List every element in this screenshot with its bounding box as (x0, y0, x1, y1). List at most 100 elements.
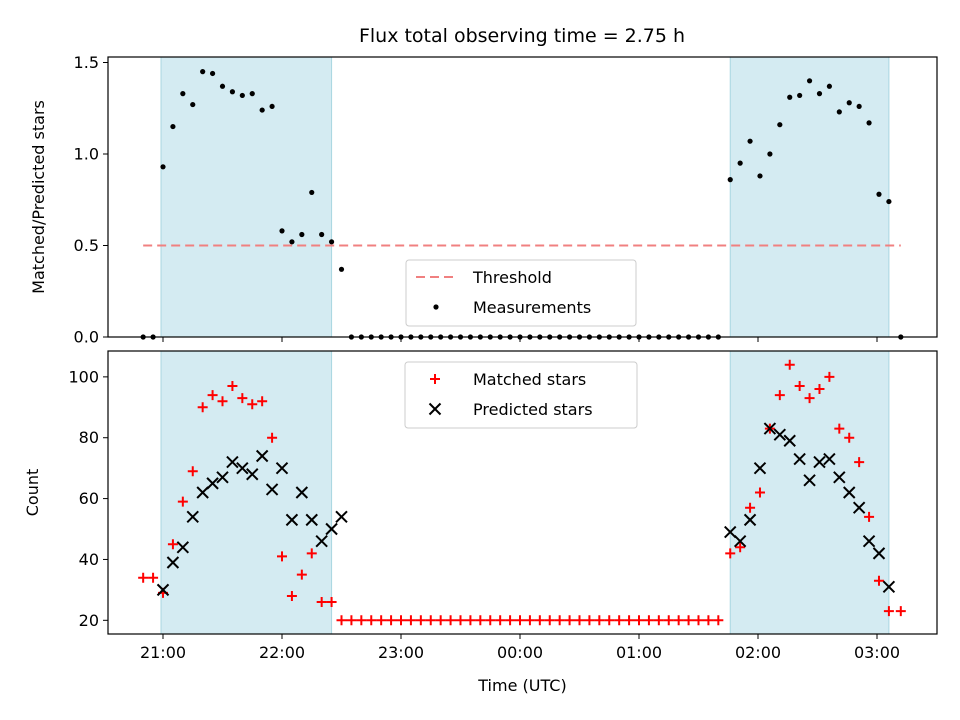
matched-star-point (604, 615, 615, 626)
measurement-point (190, 101, 196, 108)
matched-star-point (584, 615, 595, 626)
predicted-star-point (743, 513, 757, 527)
measurement-point (767, 151, 773, 157)
matched-star-point (794, 380, 805, 391)
matched-star-point (864, 511, 875, 522)
matched-star-point (405, 615, 416, 626)
measurement-point (259, 107, 265, 113)
predicted-star-point (793, 452, 806, 466)
y-tick-label: 40 (79, 550, 99, 569)
matched-star-point (356, 615, 367, 626)
matched-star-point (346, 615, 357, 626)
matched-star-point (854, 457, 865, 468)
matched-star-point (396, 615, 406, 626)
predicted-star-point (803, 474, 816, 487)
predicted-star-point (295, 486, 309, 499)
x-tick-label: 22:00 (259, 643, 305, 662)
matched-star-point (257, 396, 268, 407)
predicted-star-point (813, 455, 826, 469)
matched-star-point (505, 615, 516, 626)
predicted-star-point (265, 483, 279, 496)
predicted-star-point (862, 534, 876, 548)
legend-measurements-label: Measurements (473, 298, 591, 317)
predicted-star-point (226, 455, 239, 469)
matched-star-point (267, 432, 278, 443)
measurement-point (219, 83, 226, 89)
matched-star-point (495, 615, 506, 626)
matched-star-point (594, 615, 605, 626)
measurement-point (200, 69, 206, 75)
matched-star-point (277, 551, 287, 562)
predicted-star-point (246, 468, 259, 481)
predicted-star-point (325, 522, 338, 536)
x-tick-label: 02:00 (735, 643, 781, 662)
matched-star-point (614, 615, 625, 626)
predicted-star-point (763, 422, 777, 435)
matched-star-point (824, 371, 835, 382)
matched-star-point (336, 615, 347, 626)
predicted-star-point (176, 541, 190, 554)
legend-threshold-label: Threshold (472, 268, 552, 287)
predicted-star-point (882, 580, 896, 594)
x-axis-label: Time (UTC) (477, 676, 566, 695)
predicted-star-point (872, 547, 886, 560)
measurement-point (209, 70, 216, 77)
predicted-star-point (833, 471, 846, 484)
legend-box (405, 259, 637, 327)
bottom-y-axis-label: Count (23, 469, 42, 517)
y-tick-label: 80 (79, 428, 99, 447)
measurement-point (806, 78, 813, 84)
matched-star-point (445, 615, 456, 626)
measurement-point (866, 120, 872, 126)
matched-star-point (167, 539, 178, 550)
measurement-point (836, 109, 842, 115)
y-tick-label: 60 (79, 489, 99, 508)
measurement-point (309, 189, 315, 196)
predicted-star-point (255, 449, 269, 463)
predicted-star-point (428, 402, 442, 416)
predicted-star-point (166, 556, 180, 569)
matched-star-point (804, 393, 815, 404)
measurement-point (229, 89, 236, 95)
matched-star-point (873, 575, 884, 586)
matched-star-point (844, 432, 855, 443)
predicted-star-point (724, 525, 737, 539)
x-tick-label: 00:00 (497, 643, 543, 662)
y-tick-label: 100 (68, 367, 99, 386)
predicted-star-point (216, 471, 229, 484)
predicted-star-point (852, 501, 866, 514)
predicted-star-point (783, 434, 796, 447)
matched-star-point (814, 384, 825, 395)
matched-star-point (376, 615, 387, 626)
predicted-star-point (275, 461, 289, 475)
y-tick-label: 1.5 (74, 53, 99, 72)
matched-star-point (227, 380, 238, 391)
x-tick-label: 21:00 (140, 643, 186, 662)
matched-star-point (534, 615, 545, 626)
measurement-point (777, 122, 783, 128)
matched-star-point (713, 615, 724, 626)
measurement-point (727, 177, 733, 183)
measurement-point (299, 231, 305, 238)
count-series (138, 359, 906, 626)
y-tick-label: 0.5 (74, 236, 99, 255)
matched-star-point (725, 548, 736, 559)
x-tick-label: 23:00 (378, 643, 424, 662)
matched-star-point (475, 615, 486, 626)
top-legend: Threshold Measurements (405, 259, 637, 327)
predicted-star-point (773, 428, 787, 441)
measurement-point (797, 92, 803, 99)
matched-star-point (366, 615, 377, 626)
measurement-point (279, 228, 285, 234)
measurement-point (328, 239, 335, 245)
top-plot-frame (107, 56, 938, 338)
measurement-point (269, 103, 275, 110)
predicted-star-point (823, 452, 836, 466)
measurement-point (180, 91, 186, 97)
predicted-star-point (305, 513, 318, 527)
predicted-star-point (236, 461, 249, 475)
matched-star-point (745, 502, 756, 513)
measurement-point (239, 92, 245, 99)
matched-star-point (197, 402, 208, 413)
matched-star-point (735, 542, 746, 553)
